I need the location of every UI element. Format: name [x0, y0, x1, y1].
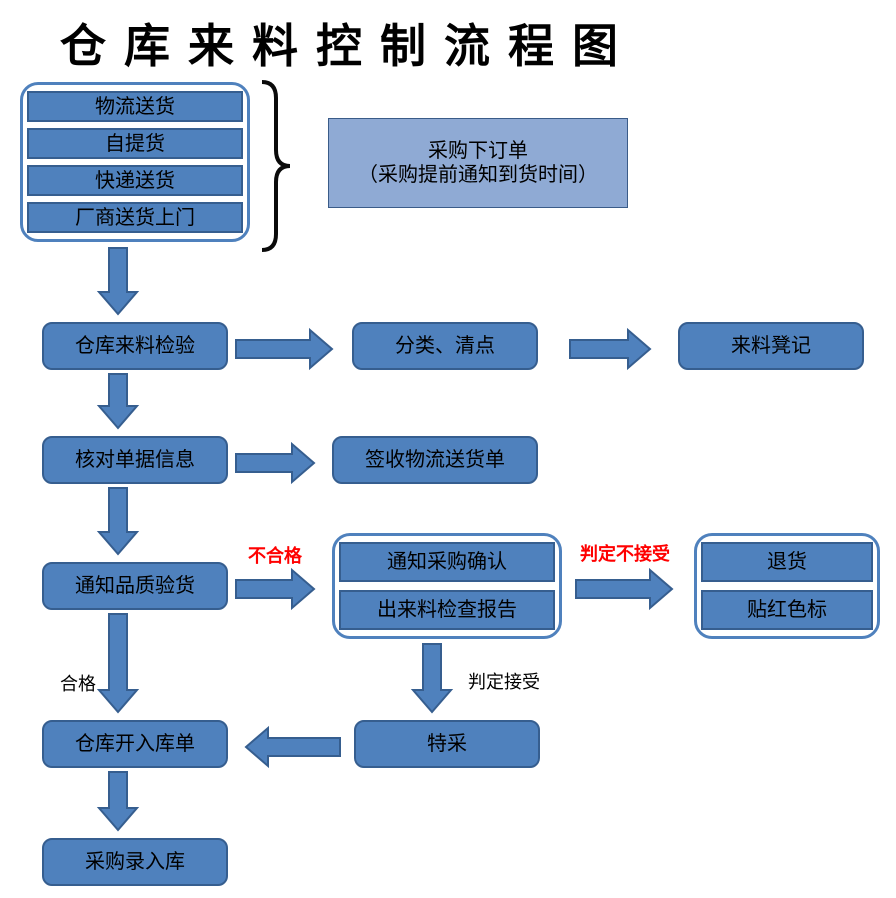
- arrow-right-icon: [236, 444, 314, 482]
- node-order: 采购下订单（采购提前通知到货时间）: [328, 118, 628, 208]
- edge-label: 不合格: [248, 542, 302, 568]
- node-special: 特采: [354, 720, 540, 768]
- arrow-down-icon: [413, 644, 451, 712]
- group-item-label: 厂商送货上门: [75, 206, 195, 230]
- page-title: 仓库来料控制流程图: [60, 10, 636, 76]
- node-label-l2: （采购提前通知到货时间）: [358, 163, 598, 187]
- group-item-label: 通知采购确认: [387, 550, 507, 574]
- group-reject: 退货贴红色标: [694, 533, 880, 639]
- arrow-right-icon: [576, 570, 672, 608]
- node-label: 通知品质验货: [75, 574, 195, 598]
- group-item-label: 自提货: [105, 132, 165, 156]
- node-classify: 分类、清点: [352, 322, 538, 370]
- arrow-right-icon: [236, 570, 314, 608]
- arrow-left-icon: [246, 728, 340, 766]
- edge-label-text: 判定接受: [468, 672, 540, 692]
- node-label: 核对单据信息: [75, 448, 195, 472]
- node-verify: 核对单据信息: [42, 436, 228, 484]
- group-qc_fail: 通知采购确认出来料检查报告: [332, 533, 562, 639]
- group-sources-item: 厂商送货上门: [27, 202, 243, 233]
- arrow-right-icon: [570, 330, 650, 368]
- node-label: 签收物流送货单: [365, 448, 505, 472]
- group-item-label: 物流送货: [95, 95, 175, 119]
- title-text: 仓库来料控制流程图: [60, 20, 636, 72]
- group-sources-item: 物流送货: [27, 91, 243, 122]
- node-label-l1: 采购下订单: [428, 139, 528, 163]
- group-item-label: 贴红色标: [747, 598, 827, 622]
- group-qc_fail-item: 出来料检查报告: [339, 590, 555, 630]
- node-register: 来料凳记: [678, 322, 864, 370]
- edge-label-text: 判定不接受: [580, 544, 670, 564]
- node-label: 仓库来料检验: [75, 334, 195, 358]
- arrow-down-icon: [99, 488, 137, 554]
- arrow-down-icon: [99, 772, 137, 830]
- group-sources-item: 自提货: [27, 128, 243, 159]
- group-item-label: 快递送货: [95, 169, 175, 193]
- node-inspect: 仓库来料检验: [42, 322, 228, 370]
- arrow-down-icon: [99, 614, 137, 712]
- group-item-label: 出来料检查报告: [377, 598, 517, 622]
- group-sources-item: 快递送货: [27, 165, 243, 196]
- arrow-down-icon: [99, 248, 137, 314]
- group-qc_fail-item: 通知采购确认: [339, 542, 555, 582]
- node-label: 来料凳记: [731, 334, 811, 358]
- node-label: 采购录入库: [85, 850, 185, 874]
- node-label: 特采: [427, 732, 467, 756]
- arrow-right-icon: [236, 330, 332, 368]
- brace-icon: [256, 82, 296, 250]
- edge-label: 判定不接受: [580, 540, 670, 566]
- node-label: 分类、清点: [395, 334, 495, 358]
- arrow-down-icon: [99, 374, 137, 428]
- edge-label-text: 合格: [60, 674, 96, 694]
- group-sources: 物流送货自提货快递送货厂商送货上门: [20, 82, 250, 242]
- group-item-label: 退货: [767, 550, 807, 574]
- node-record: 采购录入库: [42, 838, 228, 886]
- node-notify_qc: 通知品质验货: [42, 562, 228, 610]
- group-reject-item: 退货: [701, 542, 873, 582]
- edge-label: 合格: [60, 670, 96, 696]
- node-inbound: 仓库开入库单: [42, 720, 228, 768]
- node-sign: 签收物流送货单: [332, 436, 538, 484]
- edge-label-text: 不合格: [248, 546, 302, 566]
- edge-label: 判定接受: [468, 668, 540, 694]
- group-reject-item: 贴红色标: [701, 590, 873, 630]
- node-label: 仓库开入库单: [75, 732, 195, 756]
